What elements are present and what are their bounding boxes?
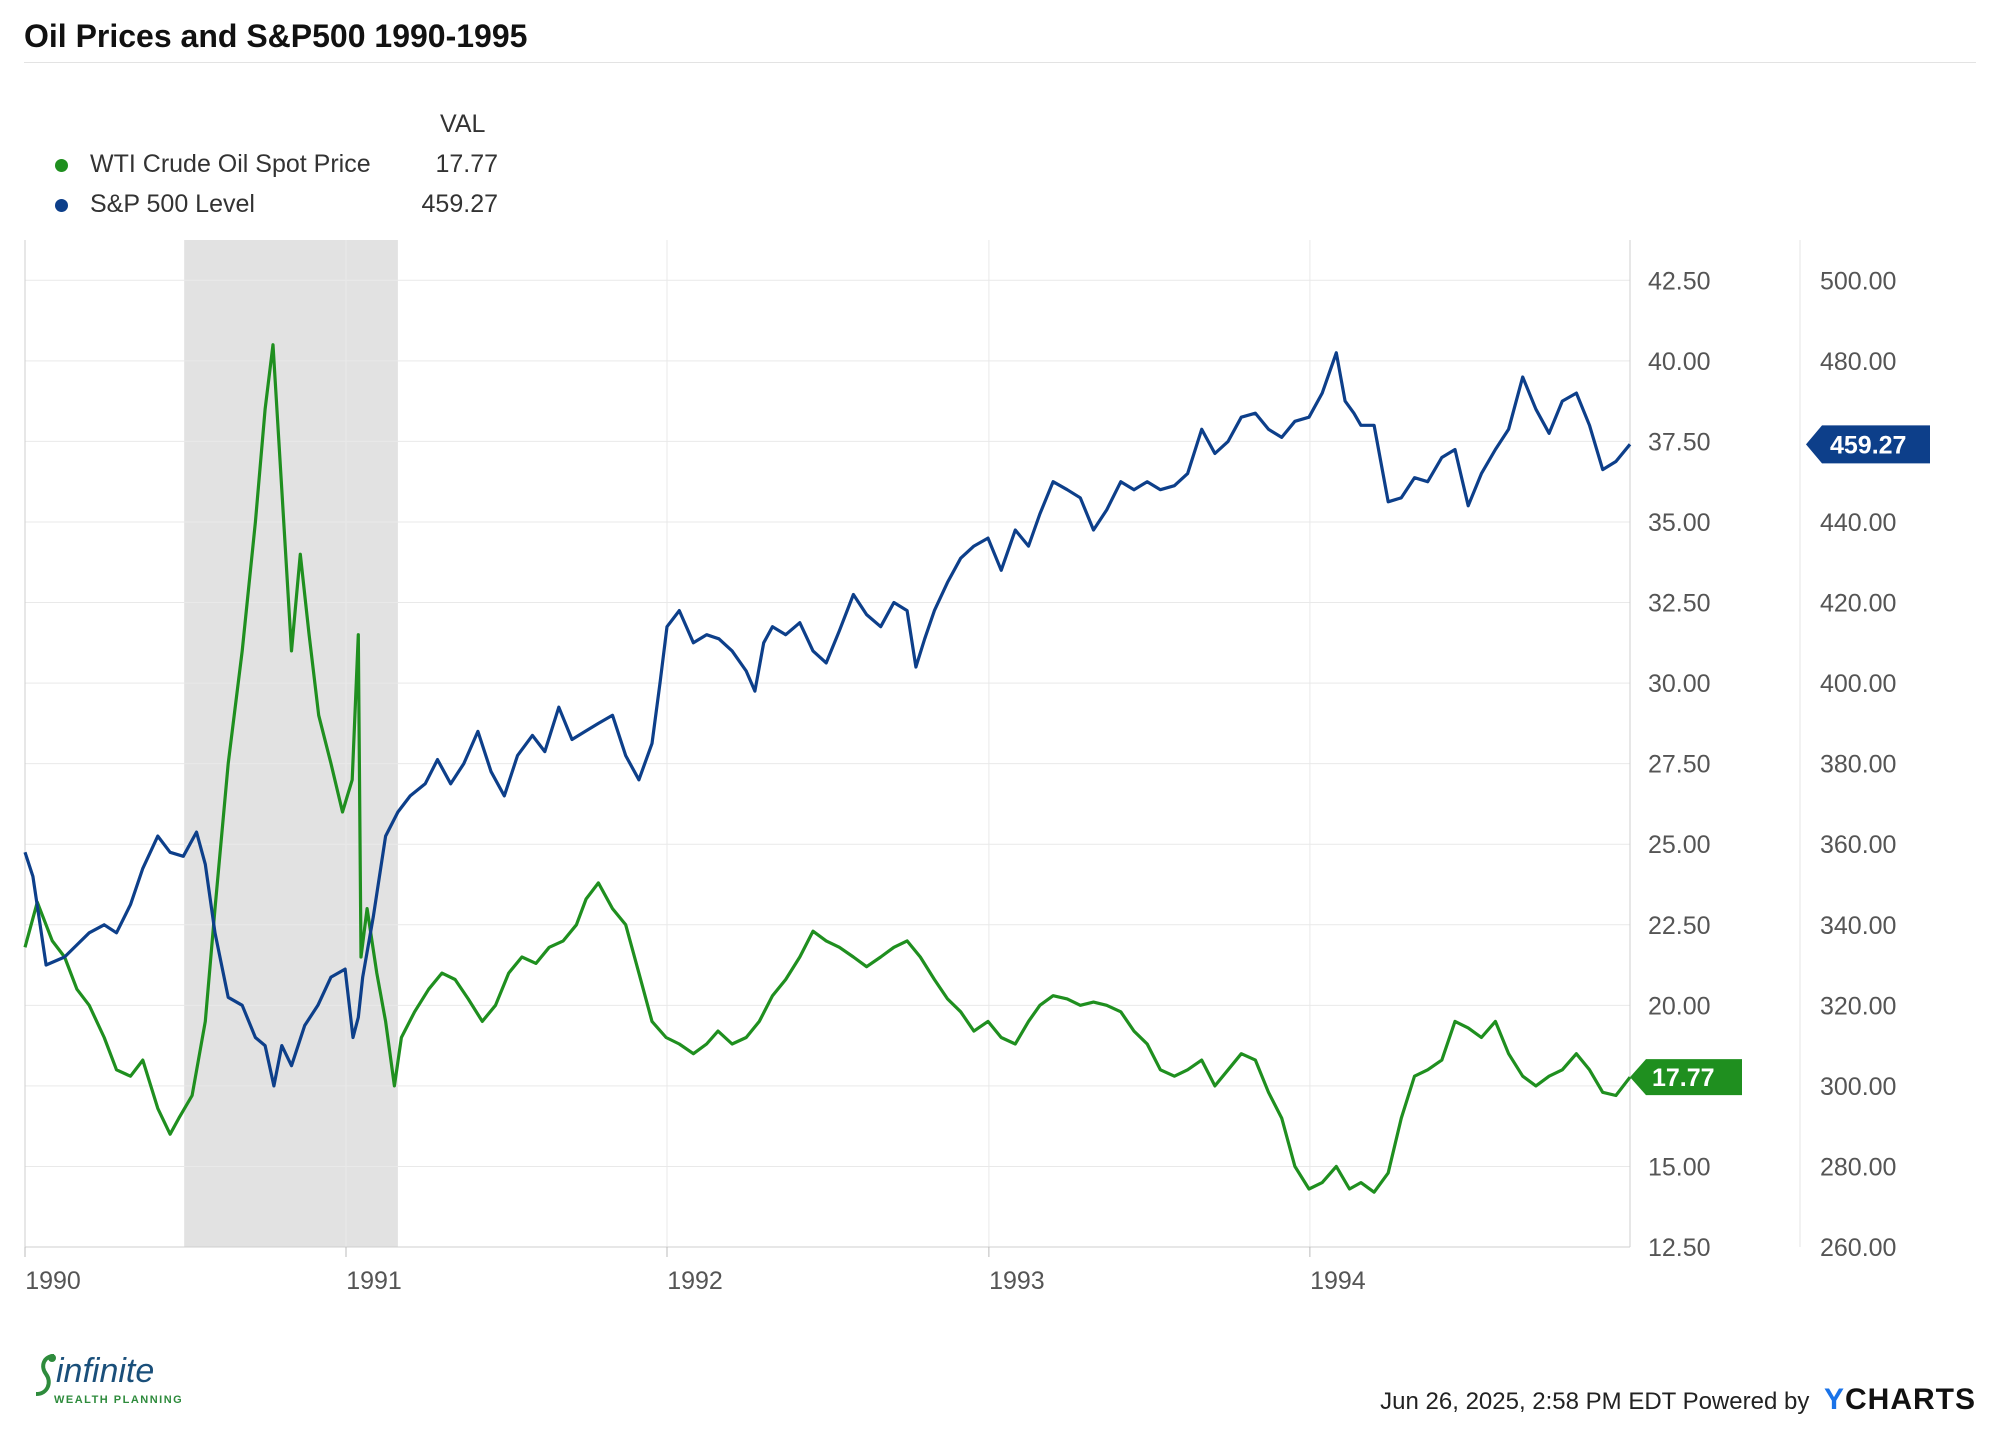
left-axis-tick-label: 30.00 [1648, 670, 1711, 698]
left-axis-tick-label: 32.50 [1648, 590, 1711, 618]
right-axis-tick-label: 280.00 [1820, 1153, 1896, 1181]
x-axis-tick-label: 1991 [346, 1267, 402, 1295]
recession-shade [184, 240, 398, 1247]
wti-last-value-marker: 17.77 [1630, 1059, 1742, 1096]
right-axis-tick-label: 480.00 [1820, 348, 1896, 376]
x-axis-tick-label: 1990 [25, 1267, 81, 1295]
logo-subtitle: WEALTH PLANNING [54, 1394, 184, 1406]
right-axis-tick-label: 260.00 [1820, 1234, 1896, 1262]
legend-item-name: S&P 500 Level [90, 190, 255, 218]
right-axis-tick-label: 300.00 [1820, 1073, 1896, 1101]
right-axis-tick-label: 400.00 [1820, 670, 1896, 698]
left-axis-tick-label: 40.00 [1648, 348, 1711, 376]
sp500-last-value-bg [1806, 425, 1930, 464]
legend-item-name: WTI Crude Oil Spot Price [90, 150, 371, 178]
legend-item-value: 459.27 [421, 190, 498, 218]
footer-timestamp: Jun 26, 2025, 2:58 PM EDT Powered by [1380, 1388, 1810, 1415]
legend-item-value: 17.77 [435, 150, 498, 178]
left-axis-tick-label: 27.50 [1648, 751, 1711, 779]
x-axis-tick-label: 1993 [989, 1267, 1045, 1295]
infinite-logo-icon [35, 1354, 56, 1396]
wti-series-line [23, 343, 1632, 1194]
wti-last-value-label: 17.77 [1652, 1064, 1715, 1092]
left-axis-tick-label: 22.50 [1648, 912, 1711, 940]
title-divider [24, 62, 1976, 63]
legend-value-header: VAL [440, 110, 486, 138]
logo-wordmark: infinite [56, 1352, 155, 1390]
right-axis-tick-label: 340.00 [1820, 912, 1896, 940]
left-axis-tick-label: 25.00 [1648, 831, 1711, 859]
x-axis-tick-label: 1992 [667, 1267, 723, 1295]
infinite-logo: infinite WEALTH PLANNING [26, 1350, 196, 1416]
legend-item-wti[interactable]: WTI Crude Oil Spot Price 17.77 [48, 150, 498, 184]
wti-dot-icon [55, 159, 68, 172]
right-axis-tick-label: 500.00 [1820, 267, 1896, 295]
sp500-last-value-label: 459.27 [1830, 431, 1906, 459]
left-axis-tick-label: 20.00 [1648, 992, 1711, 1020]
sp500-last-value-marker: 459.27 [1806, 425, 1930, 464]
right-axis-tick-label: 420.00 [1820, 590, 1896, 618]
left-axis-tick-label: 35.00 [1648, 509, 1711, 537]
right-axis-tick-label: 440.00 [1820, 509, 1896, 537]
left-axis-tick-label: 15.00 [1648, 1153, 1711, 1181]
right-axis-tick-label: 320.00 [1820, 992, 1896, 1020]
chart-title: Oil Prices and S&P500 1990-1995 [24, 18, 528, 54]
sp500-dot-icon [55, 199, 68, 212]
right-axis-tick-label: 380.00 [1820, 751, 1896, 779]
right-axis-tick-label: 360.00 [1820, 831, 1896, 859]
sp500-series-line [23, 351, 1632, 1088]
wti-last-value-bg [1630, 1059, 1742, 1096]
footer: Jun 26, 2025, 2:58 PM EDT Powered by YCH… [1380, 1383, 1976, 1417]
x-axis-tick-label: 1994 [1310, 1267, 1366, 1295]
ycharts-logo[interactable]: YCHARTS [1823, 1383, 1976, 1416]
left-axis-tick-label: 42.50 [1648, 267, 1711, 295]
left-axis-tick-label: 37.50 [1648, 428, 1711, 456]
legend-item-sp500[interactable]: S&P 500 Level 459.27 [48, 190, 498, 224]
left-axis-tick-label: 12.50 [1648, 1234, 1711, 1262]
